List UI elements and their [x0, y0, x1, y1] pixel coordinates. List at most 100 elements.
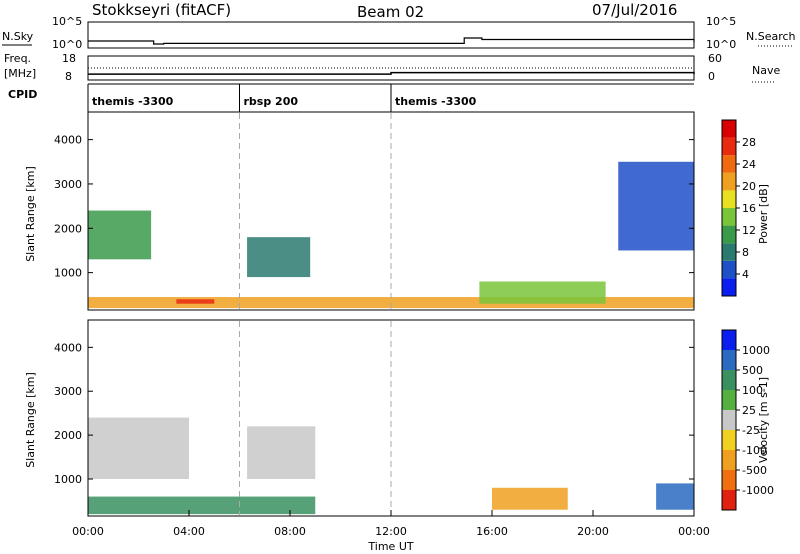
colorbar-swatch	[722, 260, 736, 279]
station-title: Stokkseyri (fitACF)	[92, 1, 231, 19]
heatmap-cell	[176, 299, 215, 304]
heatmap-cell	[88, 496, 316, 515]
colorbar-swatch	[722, 430, 736, 450]
y-tick-label: 3000	[54, 385, 82, 398]
colorbar-swatch	[722, 225, 736, 244]
x-tick-label: 04:00	[173, 525, 205, 538]
velocity-colorbar: 1000 500 100 25 -25 -100 -500 -1000	[721, 329, 774, 511]
colorbar-swatch	[722, 490, 736, 510]
heatmap-cell	[479, 281, 606, 304]
velocity-heatmap-cells	[88, 417, 694, 515]
nsky-strip-frame	[87, 21, 695, 49]
nsky-bottom-tick: 10^0	[52, 38, 82, 51]
power-y-axis-title: Slant Range [km]	[24, 166, 37, 262]
colorbar-tick-label: 500	[742, 364, 763, 377]
x-axis-title: Time UT	[367, 540, 413, 553]
colorbar-swatch	[722, 278, 736, 296]
nave-top-tick: 60	[708, 52, 722, 65]
nsky-top-tick: 10^5	[52, 15, 82, 28]
nsearch-top-tick: 10^5	[706, 15, 736, 28]
heatmap-cell	[247, 426, 316, 480]
heatmap-cell	[492, 487, 568, 510]
cpid-change-lines	[239, 113, 392, 515]
y-tick-label: 4000	[54, 341, 82, 354]
cpid-segment-label: rbsp 200	[244, 95, 299, 108]
nsearch-label: N.Search	[746, 30, 796, 43]
velocity-y-ticks: 1000 2000 3000 4000	[54, 341, 694, 486]
nave-label: Nave	[752, 64, 780, 77]
cpid-label: CPID	[8, 88, 37, 101]
power-heatmap-cells	[88, 161, 694, 309]
nsearch-bottom-tick: 10^0	[706, 38, 736, 51]
freq-bottom-tick: 8	[65, 70, 72, 83]
colorbar-tick-label: -1000	[742, 484, 774, 497]
y-tick-label: 1000	[54, 267, 82, 280]
x-tick-label: 12:00	[375, 525, 407, 538]
colorbar-tick-label: 1000	[742, 344, 770, 357]
freq-series-line	[88, 71, 695, 75]
nsky-label: N.Sky	[2, 30, 34, 43]
colorbar-swatch	[722, 208, 736, 226]
nsky-series-line	[88, 37, 695, 45]
date-title: 07/Jul/2016	[592, 1, 677, 19]
heatmap-cell	[247, 237, 311, 278]
heatmap-cell	[88, 210, 152, 260]
y-tick-label: 2000	[54, 222, 82, 235]
x-tick-label: 08:00	[274, 525, 306, 538]
beam-title: Beam 02	[357, 3, 424, 21]
power-colorbar-title: Power [dB]	[757, 184, 770, 244]
colorbar-tick-label: 25	[742, 404, 756, 417]
colorbar-tick-label: 12	[742, 224, 756, 237]
power-colorbar: 4 8 12 16 20 24 28	[721, 119, 756, 297]
x-tick-label: 16:00	[476, 525, 508, 538]
y-tick-label: 2000	[54, 429, 82, 442]
cpid-segment-label: themis -3300	[92, 95, 174, 108]
colorbar-tick-label: -25	[742, 424, 760, 437]
colorbar-swatch	[722, 172, 736, 191]
colorbar-tick-label: 4	[742, 268, 749, 281]
colorbar-tick-label: -500	[742, 464, 767, 477]
colorbar-swatch	[722, 390, 736, 410]
x-tick-label: 20:00	[577, 525, 609, 538]
colorbar-swatch	[722, 470, 736, 490]
velocity-y-axis-title: Slant Range [km]	[24, 372, 37, 468]
colorbar-swatch	[722, 155, 736, 173]
colorbar-swatch	[722, 243, 736, 261]
colorbar-tick-label: 20	[742, 180, 756, 193]
colorbar-tick-label: 8	[742, 246, 749, 259]
cpid-segments: themis -3300 rbsp 200 themis -3300	[87, 84, 477, 112]
colorbar-swatch	[722, 190, 736, 208]
x-tick-label: 00:00	[678, 525, 710, 538]
heatmap-cell	[88, 297, 694, 309]
x-tick-label: 00:00	[72, 525, 104, 538]
colorbar-swatch	[722, 137, 736, 156]
colorbar-swatch	[722, 350, 736, 370]
colorbar-tick-label: 16	[742, 202, 756, 215]
nave-bottom-tick: 0	[708, 70, 715, 83]
colorbar-frame	[721, 329, 737, 511]
colorbar-swatch	[722, 330, 736, 350]
y-tick-label: 4000	[54, 134, 82, 147]
colorbar-swatch	[722, 370, 736, 390]
cpid-segment-label: themis -3300	[395, 95, 477, 108]
heatmap-cell	[656, 483, 694, 510]
y-tick-label: 1000	[54, 473, 82, 486]
heatmap-cell	[618, 161, 694, 251]
colorbar-tick-label: 24	[742, 158, 756, 171]
freq-top-tick: 18	[62, 52, 76, 65]
freq-label-line1: Freq.	[4, 52, 31, 65]
y-tick-label: 3000	[54, 178, 82, 191]
velocity-colorbar-title: Velocity [m s-1]	[757, 377, 770, 463]
heatmap-cell	[88, 417, 189, 480]
colorbar-swatch	[722, 450, 736, 470]
colorbar-swatch	[722, 410, 736, 430]
colorbar-tick-label: -100	[742, 444, 767, 457]
x-axis-ticks: 00:00 04:00 08:00 12:00 16:00 20:00 00:00	[72, 510, 710, 538]
colorbar-tick-label: 100	[742, 384, 763, 397]
power-panel-frame	[87, 111, 695, 311]
colorbar-swatch	[722, 120, 736, 138]
freq-label-line2: [MHz]	[4, 67, 36, 80]
colorbar-tick-label: 28	[742, 136, 756, 149]
power-y-ticks: 1000 2000 3000 4000	[54, 134, 694, 280]
